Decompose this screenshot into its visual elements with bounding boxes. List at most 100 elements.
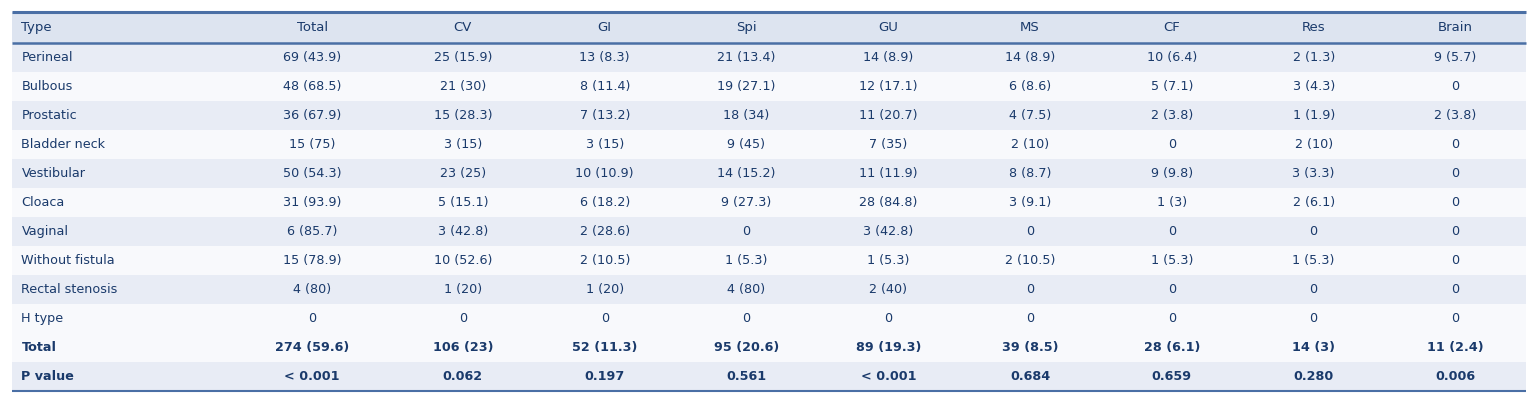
Text: 15 (75): 15 (75) xyxy=(288,138,336,151)
Text: 0.684: 0.684 xyxy=(1009,370,1051,383)
Text: 0: 0 xyxy=(1167,225,1177,238)
Text: 0: 0 xyxy=(742,312,750,325)
Text: 0.006: 0.006 xyxy=(1436,370,1476,383)
Text: 25 (15.9): 25 (15.9) xyxy=(434,51,492,64)
Text: < 0.001: < 0.001 xyxy=(284,370,341,383)
Text: 10 (6.4): 10 (6.4) xyxy=(1147,51,1197,64)
Text: 0: 0 xyxy=(308,312,316,325)
Text: 7 (35): 7 (35) xyxy=(870,138,908,151)
Text: 28 (6.1): 28 (6.1) xyxy=(1144,341,1200,354)
Text: 9 (45): 9 (45) xyxy=(727,138,765,151)
Text: 11 (20.7): 11 (20.7) xyxy=(859,109,917,122)
Text: 2 (10): 2 (10) xyxy=(1295,138,1333,151)
Text: 10 (10.9): 10 (10.9) xyxy=(575,167,634,180)
Text: 5 (7.1): 5 (7.1) xyxy=(1150,80,1193,93)
Text: 23 (25): 23 (25) xyxy=(440,167,486,180)
Text: 0: 0 xyxy=(1026,283,1034,296)
Text: 6 (8.6): 6 (8.6) xyxy=(1009,80,1051,93)
Text: 106 (23): 106 (23) xyxy=(433,341,492,354)
Text: 4 (80): 4 (80) xyxy=(293,283,331,296)
Text: 2 (10): 2 (10) xyxy=(1011,138,1049,151)
Text: GU: GU xyxy=(879,21,899,34)
Text: 1 (5.3): 1 (5.3) xyxy=(867,254,910,267)
Text: 0: 0 xyxy=(1310,283,1318,296)
Text: 0: 0 xyxy=(1451,196,1459,209)
Text: 1 (5.3): 1 (5.3) xyxy=(1150,254,1193,267)
Text: 2 (28.6): 2 (28.6) xyxy=(580,225,630,238)
Text: 14 (8.9): 14 (8.9) xyxy=(864,51,913,64)
Text: 0: 0 xyxy=(742,225,750,238)
Bar xyxy=(12,188,1526,217)
Text: 0: 0 xyxy=(601,312,609,325)
Text: 13 (8.3): 13 (8.3) xyxy=(580,51,630,64)
Text: 1 (5.3): 1 (5.3) xyxy=(1293,254,1335,267)
Text: 50 (54.3): 50 (54.3) xyxy=(282,167,342,180)
Text: 7 (13.2): 7 (13.2) xyxy=(580,109,630,122)
Bar xyxy=(12,43,1526,72)
Text: 11 (2.4): 11 (2.4) xyxy=(1427,341,1483,354)
Text: 3 (42.8): 3 (42.8) xyxy=(864,225,913,238)
Bar xyxy=(12,362,1526,391)
Text: 11 (11.9): 11 (11.9) xyxy=(859,167,917,180)
Text: 18 (34): 18 (34) xyxy=(724,109,770,122)
Text: 95 (20.6): 95 (20.6) xyxy=(713,341,779,354)
Text: Spi: Spi xyxy=(736,21,756,34)
Text: 4 (80): 4 (80) xyxy=(727,283,765,296)
Text: 3 (4.3): 3 (4.3) xyxy=(1293,80,1335,93)
Text: 3 (3.3): 3 (3.3) xyxy=(1293,167,1335,180)
Text: 89 (19.3): 89 (19.3) xyxy=(856,341,920,354)
Bar xyxy=(12,217,1526,246)
Text: Bulbous: Bulbous xyxy=(21,80,72,93)
Text: 10 (52.6): 10 (52.6) xyxy=(434,254,492,267)
Text: CF: CF xyxy=(1163,21,1180,34)
Text: 19 (27.1): 19 (27.1) xyxy=(718,80,776,93)
Text: 28 (84.8): 28 (84.8) xyxy=(859,196,917,209)
Text: 0: 0 xyxy=(1026,312,1034,325)
Text: 0.197: 0.197 xyxy=(584,370,624,383)
Text: 14 (3): 14 (3) xyxy=(1292,341,1335,354)
Text: CV: CV xyxy=(454,21,472,34)
Text: Perineal: Perineal xyxy=(21,51,74,64)
Text: 2 (3.8): 2 (3.8) xyxy=(1434,109,1477,122)
Bar xyxy=(12,12,1526,43)
Text: 2 (10.5): 2 (10.5) xyxy=(1005,254,1055,267)
Text: 0: 0 xyxy=(1451,283,1459,296)
Text: 0: 0 xyxy=(1310,225,1318,238)
Text: 15 (28.3): 15 (28.3) xyxy=(434,109,492,122)
Text: < 0.001: < 0.001 xyxy=(861,370,916,383)
Text: Total: Total xyxy=(21,341,57,354)
Bar xyxy=(12,246,1526,275)
Text: 0: 0 xyxy=(1167,138,1177,151)
Text: Vaginal: Vaginal xyxy=(21,225,69,238)
Text: 0: 0 xyxy=(884,312,893,325)
Text: 9 (27.3): 9 (27.3) xyxy=(721,196,772,209)
Text: 1 (3): 1 (3) xyxy=(1157,196,1187,209)
Text: Vestibular: Vestibular xyxy=(21,167,86,180)
Text: 1 (20): 1 (20) xyxy=(443,283,482,296)
Text: 274 (59.6): 274 (59.6) xyxy=(275,341,350,354)
Text: 0: 0 xyxy=(1451,254,1459,267)
Text: 0.280: 0.280 xyxy=(1293,370,1333,383)
Text: 0: 0 xyxy=(1167,312,1177,325)
Bar xyxy=(12,159,1526,188)
Text: Cloaca: Cloaca xyxy=(21,196,64,209)
Text: 0: 0 xyxy=(1451,138,1459,151)
Text: 6 (85.7): 6 (85.7) xyxy=(287,225,337,238)
Text: 0: 0 xyxy=(1310,312,1318,325)
Text: Type: Type xyxy=(21,21,52,34)
Text: 2 (3.8): 2 (3.8) xyxy=(1150,109,1193,122)
Bar xyxy=(12,72,1526,101)
Text: 0: 0 xyxy=(1451,312,1459,325)
Text: 48 (68.5): 48 (68.5) xyxy=(282,80,342,93)
Text: 8 (8.7): 8 (8.7) xyxy=(1009,167,1051,180)
Text: 0.561: 0.561 xyxy=(727,370,767,383)
Text: 21 (13.4): 21 (13.4) xyxy=(718,51,776,64)
Text: 36 (67.9): 36 (67.9) xyxy=(284,109,341,122)
Text: Rectal stenosis: Rectal stenosis xyxy=(21,283,118,296)
Text: 21 (30): 21 (30) xyxy=(440,80,486,93)
Text: 4 (7.5): 4 (7.5) xyxy=(1009,109,1051,122)
Text: 1 (1.9): 1 (1.9) xyxy=(1293,109,1335,122)
Text: 2 (40): 2 (40) xyxy=(870,283,907,296)
Text: 14 (8.9): 14 (8.9) xyxy=(1005,51,1055,64)
Text: 12 (17.1): 12 (17.1) xyxy=(859,80,917,93)
